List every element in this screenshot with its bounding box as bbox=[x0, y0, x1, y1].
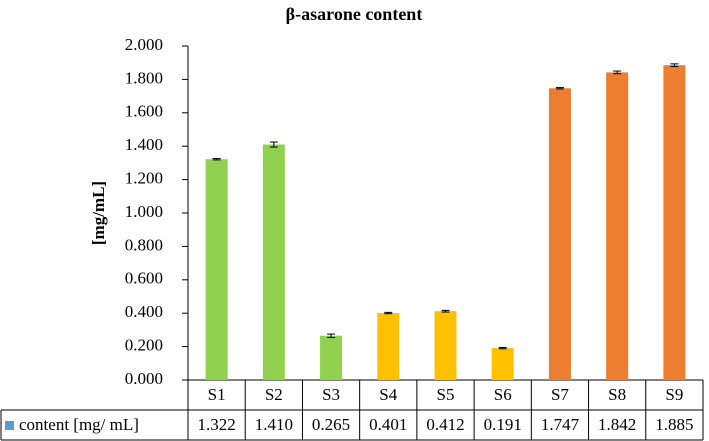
bar bbox=[205, 159, 228, 380]
chart-title: β-asarone content bbox=[286, 4, 423, 24]
value-label: 1.885 bbox=[655, 415, 693, 434]
y-tick-label: 0.000 bbox=[125, 369, 163, 388]
y-tick-label: 1.600 bbox=[125, 102, 163, 121]
x-tick-label: S6 bbox=[494, 385, 512, 404]
y-tick-label: 1.800 bbox=[125, 68, 163, 87]
y-tick-label: 0.800 bbox=[125, 235, 163, 254]
y-tick-label: 0.200 bbox=[125, 336, 163, 355]
y-tick-label: 2.000 bbox=[125, 35, 163, 54]
value-label: 1.842 bbox=[598, 415, 636, 434]
x-tick-label: S2 bbox=[265, 385, 283, 404]
bar bbox=[606, 72, 629, 381]
x-tick-label: S1 bbox=[208, 385, 226, 404]
value-label: 1.410 bbox=[255, 415, 293, 434]
y-axis-label: [mg/mL] bbox=[89, 181, 108, 245]
bar bbox=[434, 311, 457, 380]
x-tick-label: S8 bbox=[608, 385, 626, 404]
x-tick-label: S3 bbox=[322, 385, 340, 404]
bar bbox=[262, 144, 285, 380]
value-label: 1.322 bbox=[197, 415, 235, 434]
x-tick-label: S7 bbox=[551, 385, 569, 404]
x-tick-label: S9 bbox=[665, 385, 683, 404]
y-tick-label: 1.000 bbox=[125, 202, 163, 221]
bar bbox=[320, 335, 343, 380]
bar bbox=[377, 313, 400, 380]
bar bbox=[663, 65, 686, 380]
legend-label: content [mg/ mL] bbox=[19, 415, 139, 434]
value-label: 0.265 bbox=[312, 415, 350, 434]
value-label: 1.747 bbox=[541, 415, 580, 434]
y-tick-label: 0.400 bbox=[125, 302, 163, 321]
bar bbox=[491, 348, 514, 380]
y-tick-label: 1.200 bbox=[125, 169, 163, 188]
y-tick-label: 0.600 bbox=[125, 269, 163, 288]
legend-key bbox=[5, 421, 14, 430]
value-label: 0.412 bbox=[426, 415, 464, 434]
value-label: 0.401 bbox=[369, 415, 407, 434]
value-label: 0.191 bbox=[484, 415, 522, 434]
x-tick-label: S5 bbox=[437, 385, 455, 404]
y-tick-label: 1.400 bbox=[125, 135, 163, 154]
bar bbox=[548, 88, 571, 380]
x-tick-label: S4 bbox=[379, 385, 397, 404]
